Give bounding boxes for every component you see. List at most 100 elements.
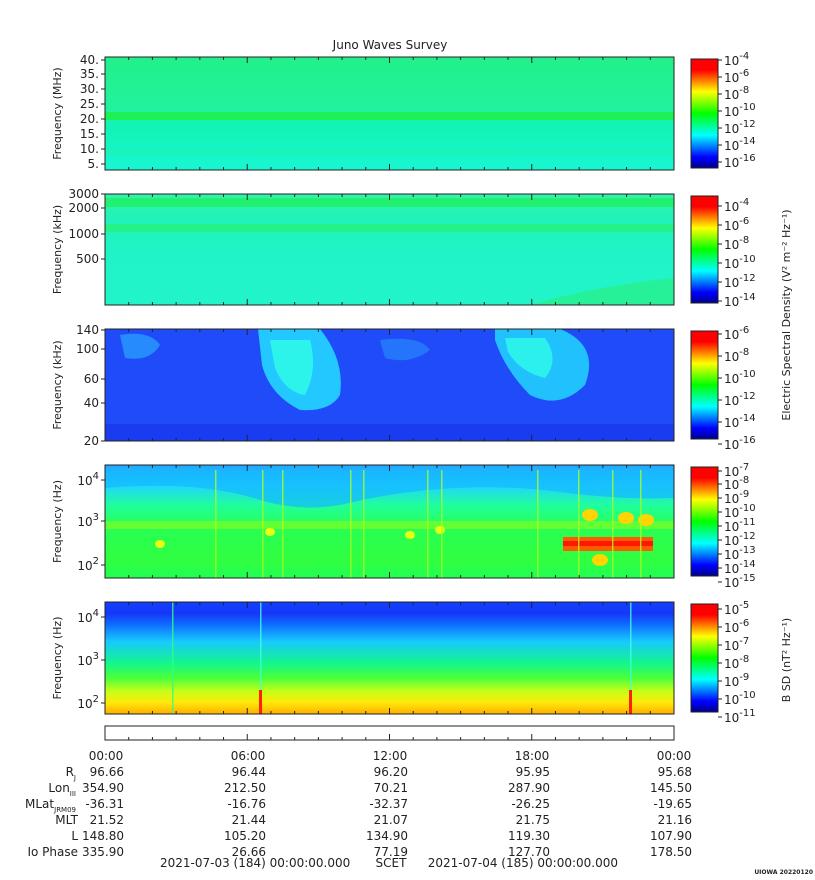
impulse-line — [172, 602, 174, 714]
emission-band-weak — [105, 150, 674, 153]
ephemeris-value: 354.90 — [82, 781, 124, 795]
ephemeris-row-label: MLatJRM09 — [25, 797, 76, 814]
y-tick-label: 15. — [80, 127, 99, 141]
y-tick-label: 103 — [77, 651, 99, 668]
ephemeris-value: 127.70 — [508, 845, 550, 859]
colorbar-label: Electric Spectral Density (V² m⁻² Hz⁻¹) — [780, 209, 793, 420]
emission-faint — [120, 333, 160, 359]
colorbar-tick-label: 10-4 — [724, 197, 749, 214]
colorbar-tick-label: 10-10 — [724, 102, 756, 119]
footer-scet-label: SCET — [376, 856, 408, 870]
colorbar-tick-label: 10-8 — [724, 475, 749, 492]
ephemeris-value: 21.16 — [658, 813, 692, 827]
impulse-line — [260, 602, 262, 714]
y-tick-label: 100 — [76, 342, 99, 356]
y-tick-label: 60 — [84, 372, 99, 386]
figure-title: Juno Waves Survey — [332, 38, 448, 52]
ephemeris-value: 212.50 — [224, 781, 266, 795]
y-tick-label: 500 — [76, 252, 99, 266]
colorbar-tick-label: 10-14 — [724, 559, 756, 576]
colorbar-tick-label: 10-4 — [724, 51, 749, 68]
ephemeris-row-label: RJ — [66, 765, 76, 782]
emission-blob — [582, 509, 598, 521]
colorbar — [690, 603, 719, 713]
ephemeris-row-label: MLT — [55, 813, 78, 827]
ephemeris-value: 105.20 — [224, 829, 266, 843]
colorbar-tick-label: 10-8 — [724, 235, 749, 252]
emission-band-2200khz — [105, 198, 674, 207]
ephemeris-value: 26.66 — [232, 845, 266, 859]
colorbar-tick-label: 10-8 — [724, 347, 749, 364]
emission-core — [505, 338, 553, 378]
ephemeris-value: -19.65 — [653, 797, 692, 811]
y-tick-label: 102 — [77, 694, 99, 711]
y-tick-label: 10. — [80, 142, 99, 156]
colorbar-tick-label: 10-11 — [724, 517, 756, 534]
y-axis-label: Frequency (Hz) — [51, 617, 64, 700]
colorbar-tick-label: 10-16 — [724, 153, 756, 170]
colorbar-tick-label: 10-12 — [724, 119, 756, 136]
colorbar-tick-label: 10-9 — [724, 672, 749, 689]
time-label: 12:00 — [373, 749, 408, 763]
y-tick-label: 140 — [76, 323, 99, 337]
emission-blob — [405, 531, 415, 539]
footer-end-time: 2021-07-04 (185) 00:00:00.000 — [428, 856, 618, 870]
emission-band-21mhz — [105, 112, 674, 120]
colorbar — [690, 58, 719, 169]
panel-hfr-low: 140 100 60 40 20 Frequency (kHz) 10-6 10-8 10-10… — [51, 209, 793, 452]
impulse-line — [363, 470, 365, 578]
emission-core — [270, 340, 314, 395]
impulse-line — [215, 470, 217, 578]
y-tick-label: 40 — [84, 396, 99, 410]
impulse-line — [578, 470, 580, 578]
y-tick-label: 2000 — [68, 201, 99, 215]
colorbar-tick-label: 10-7 — [724, 462, 749, 479]
ephemeris-value: 21.75 — [516, 813, 550, 827]
colorbar-tick-label: 10-10 — [724, 254, 756, 271]
ephemeris-value: 107.90 — [650, 829, 692, 843]
colorbar-tick-label: 10-14 — [724, 136, 756, 153]
colorbar-tick-label: 10-6 — [724, 618, 749, 635]
y-tick-label: 40. — [80, 53, 99, 67]
spectrogram-hfwbr — [105, 57, 674, 170]
colorbar-tick-label: 10-6 — [724, 325, 749, 342]
impulse-line — [630, 602, 632, 714]
y-tick-label: 104 — [77, 471, 99, 488]
ephemeris-value: 95.68 — [658, 765, 692, 779]
ephemeris-value: 287.90 — [508, 781, 550, 795]
colorbar-tick-label: 10-8 — [724, 85, 749, 102]
watermark: UIOWA 20220120 — [754, 869, 813, 876]
colorbar-tick-label: 10-12 — [724, 531, 756, 548]
colorbar — [690, 330, 719, 440]
panel-lfr-e: 104 103 102 Frequency (Hz) 10-710-810-910-10… — [51, 462, 756, 590]
impulse-line — [262, 470, 264, 578]
colorbar-tick-label: 10-13 — [724, 545, 756, 562]
spectrogram-hfr-high — [105, 194, 674, 305]
y-tick-label: 20. — [80, 112, 99, 126]
spectrogram-lfr-b — [105, 602, 674, 714]
colorbar-tick-label: 10-5 — [724, 600, 749, 617]
colorbar — [690, 195, 719, 304]
ephemeris-value: 119.30 — [508, 829, 550, 843]
colorbar-tick-label: 10-9 — [724, 489, 749, 506]
ephemeris-value: 95.95 — [516, 765, 550, 779]
ephemeris-row-label: Io Phase — [27, 845, 78, 859]
ephemeris-value: -26.25 — [511, 797, 550, 811]
colorbar-tick-label: 10-16 — [724, 435, 756, 452]
ephemeris-value: 96.44 — [232, 765, 266, 779]
y-tick-label: 103 — [77, 512, 99, 529]
emission-blob — [435, 526, 445, 534]
emission-blob — [155, 540, 165, 548]
y-tick-label: 20 — [84, 434, 99, 448]
ephemeris-value: 70.21 — [374, 781, 408, 795]
cutoff-band — [105, 521, 674, 529]
spectrogram-background — [105, 194, 674, 305]
colorbar-tick-label: 10-6 — [724, 216, 749, 233]
y-tick-label: 3000 — [68, 187, 99, 201]
footer-start-time: 2021-07-03 (184) 00:00:00.000 — [160, 856, 350, 870]
time-label: 06:00 — [231, 749, 266, 763]
colorbar-label: B SD (nT² Hz⁻¹) — [780, 618, 793, 702]
y-tick-label: 30. — [80, 82, 99, 96]
